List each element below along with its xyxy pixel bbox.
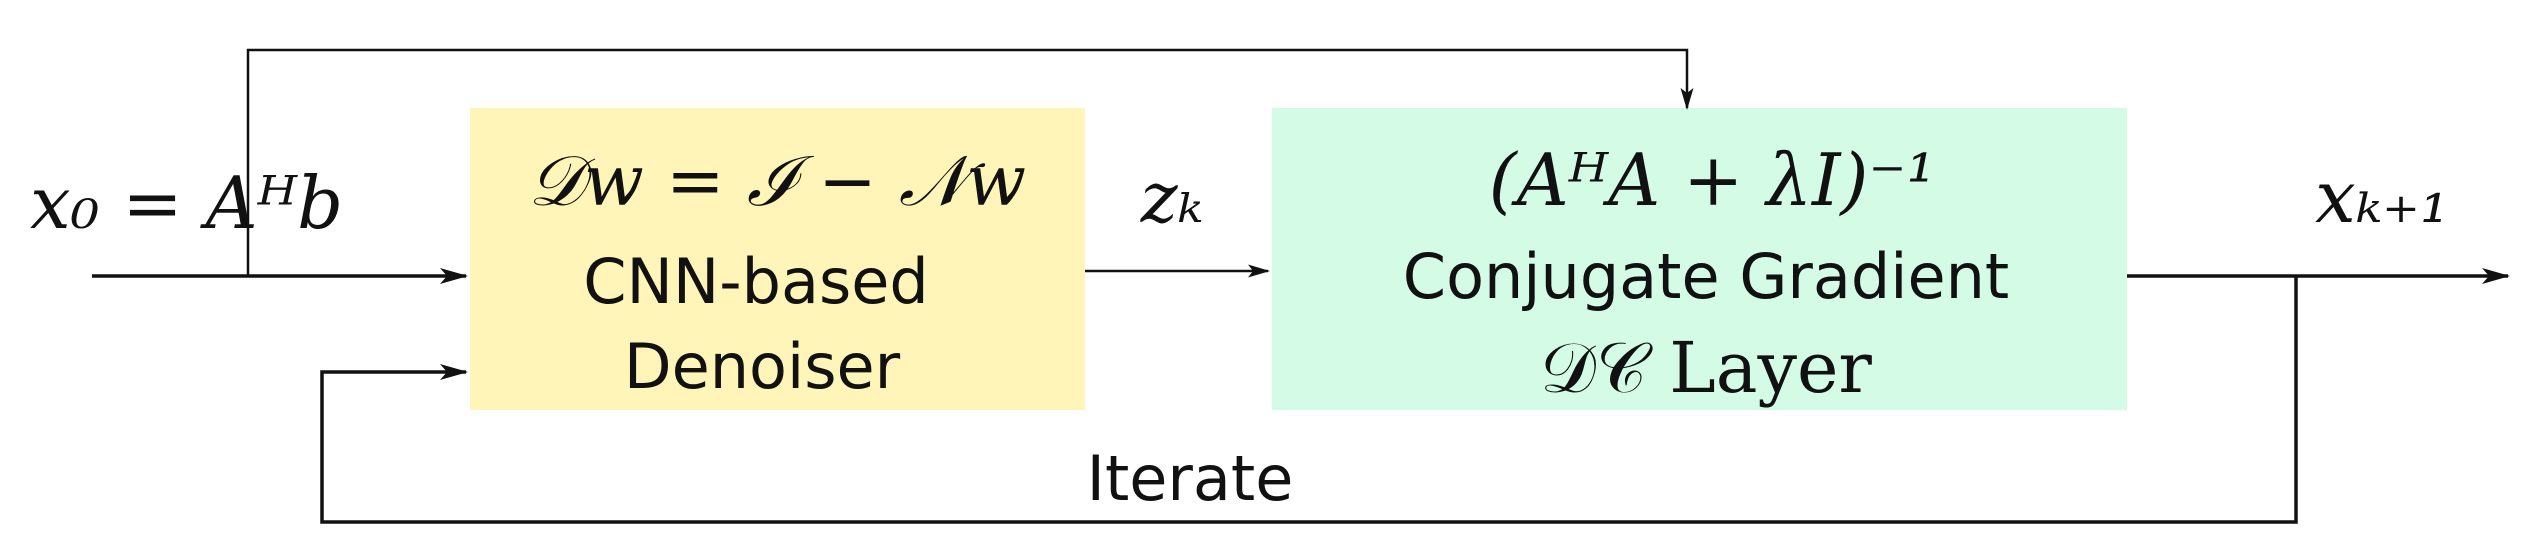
denoiser-formula: 𝒟w = ℐ − 𝒩w: [528, 140, 1026, 222]
input-label: x₀ = Aᴴb: [30, 161, 343, 245]
skip-connection-arrow: [246, 48, 1694, 276]
intermediate-label: zₖ: [1140, 157, 1203, 239]
denoiser-title-line1: CNN-based: [583, 245, 929, 318]
dc-title-line1: Conjugate Gradient: [1403, 240, 2009, 313]
iterate-loop-arrow: [320, 276, 2298, 524]
dc-layer-block: [1272, 108, 2127, 410]
iterate-label: Iterate: [1087, 442, 1294, 515]
denoiser-title-line2: Denoiser: [624, 330, 901, 403]
output-label: xₖ₊₁: [2315, 155, 2449, 239]
denoiser-block: [470, 108, 1085, 410]
dc-formula: (AᴴA + λI)⁻¹: [1489, 138, 1936, 222]
dc-title-line2: 𝒟𝒞 Layer: [1540, 327, 1872, 409]
